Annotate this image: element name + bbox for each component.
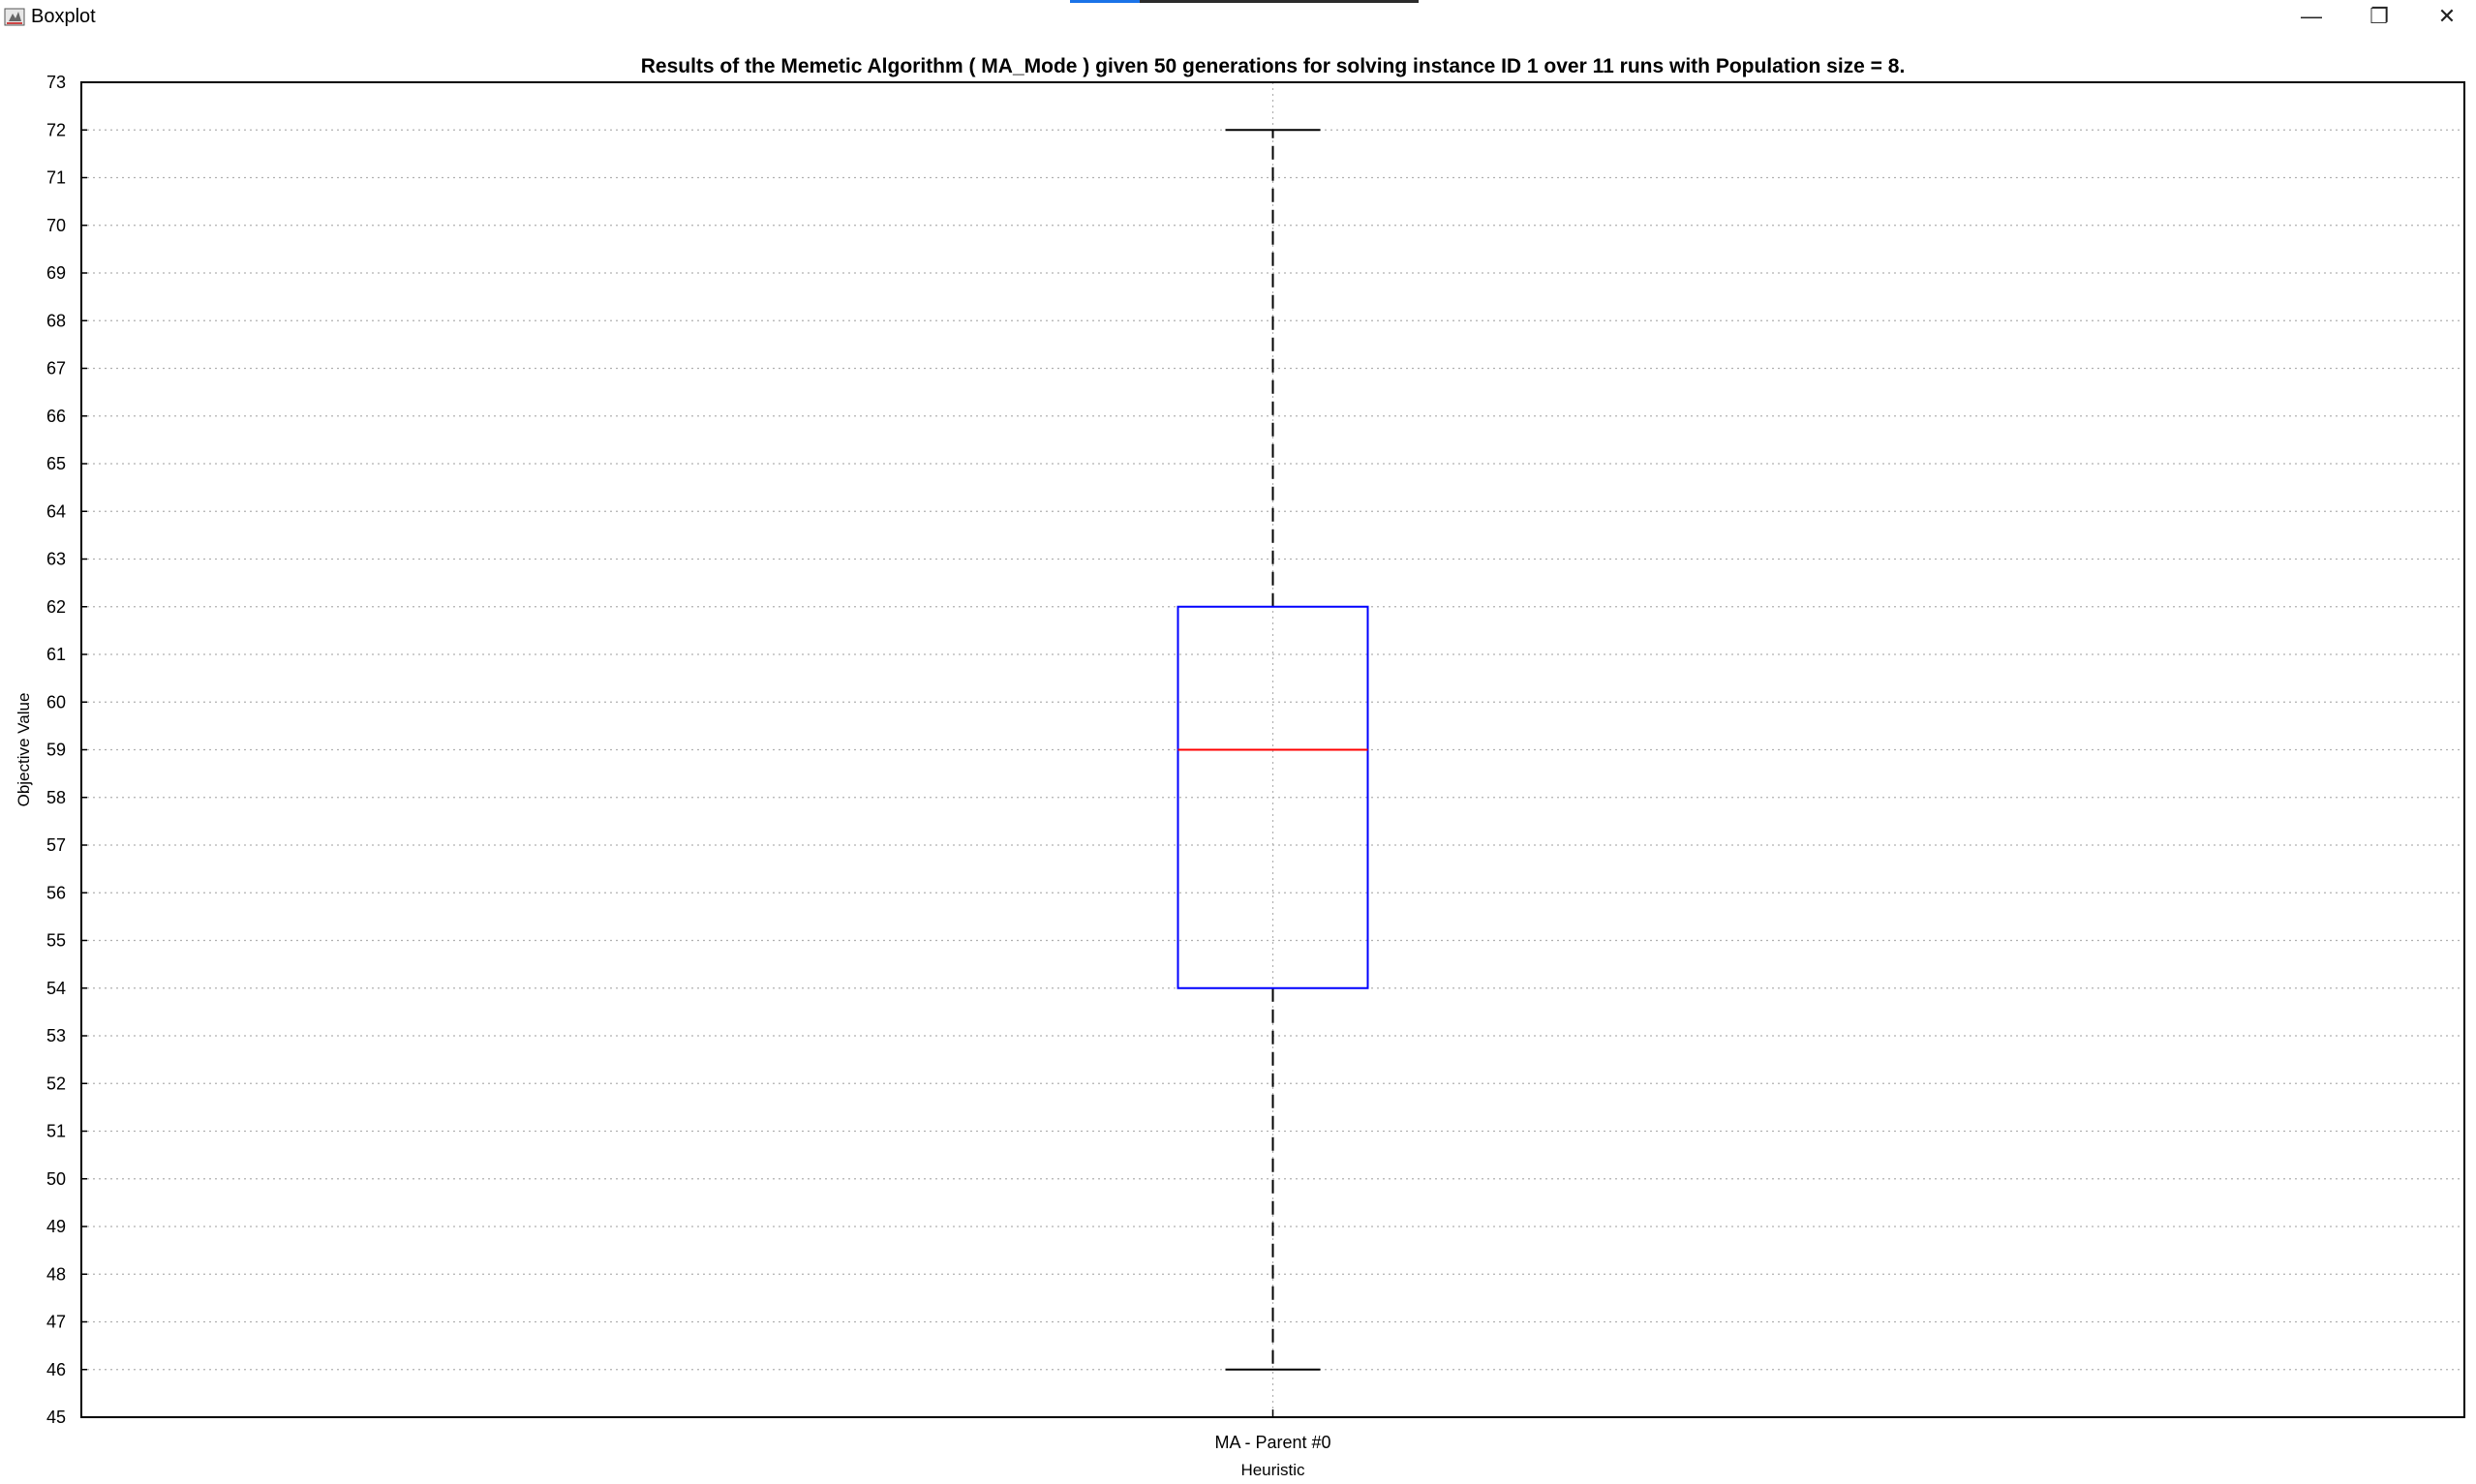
- window-title: Boxplot: [31, 6, 96, 27]
- y-tick-label: 59: [46, 741, 66, 760]
- y-axis-ticks: 45 46 47 48 49 50 51 52 53 54 55 56 57 58 59 60 61 62 63 64…: [46, 73, 87, 1427]
- y-tick-label: 57: [46, 835, 66, 855]
- y-tick-label: 62: [46, 597, 66, 617]
- y-tick-label: 66: [46, 407, 66, 426]
- iqr-box: [1177, 605, 1369, 989]
- y-tick-label: 46: [46, 1360, 66, 1379]
- y-axis-label: Objective Value: [15, 693, 33, 807]
- minimize-button[interactable]: —: [2277, 0, 2345, 33]
- y-tick-label: 70: [46, 216, 66, 235]
- java-app-icon: [4, 8, 25, 26]
- y-tick-label: 72: [46, 120, 66, 139]
- title-bar: Boxplot — ❐ ✕: [0, 0, 2476, 33]
- y-tick-label: 67: [46, 359, 66, 379]
- y-tick-label: 68: [46, 311, 66, 330]
- minimize-icon: —: [2301, 4, 2322, 28]
- taskbar-progress-fill: [1070, 0, 1140, 3]
- y-tick-label: 48: [46, 1264, 66, 1284]
- y-tick-label: 52: [46, 1074, 66, 1093]
- y-tick-label: 54: [46, 979, 66, 998]
- y-tick-label: 49: [46, 1217, 66, 1236]
- y-tick-label: 69: [46, 263, 66, 283]
- y-tick-label: 55: [46, 931, 66, 951]
- restore-icon: ❐: [2369, 4, 2389, 28]
- y-tick-label: 73: [46, 73, 66, 92]
- y-tick-label: 71: [46, 168, 66, 188]
- taskbar-progress-bar: [1070, 0, 1419, 3]
- y-tick-label: 53: [46, 1026, 66, 1045]
- chart-title: Results of the Memetic Algorithm ( MA_Mo…: [641, 55, 1906, 77]
- y-tick-label: 50: [46, 1169, 66, 1189]
- y-tick-label: 64: [46, 501, 66, 521]
- y-tick-label: 61: [46, 645, 66, 664]
- y-tick-label: 65: [46, 454, 66, 473]
- x-tick-label: MA - Parent #0: [1214, 1433, 1330, 1452]
- y-tick-label: 45: [46, 1408, 66, 1427]
- boxplot-chart: Results of the Memetic Algorithm ( MA_Mo…: [15, 55, 2465, 1479]
- y-tick-label: 51: [46, 1122, 66, 1141]
- x-axis-ticks: MA - Parent #0: [1214, 1409, 1331, 1452]
- y-tick-label: 47: [46, 1313, 66, 1332]
- restore-button[interactable]: ❐: [2345, 0, 2413, 33]
- y-tick-label: 58: [46, 788, 66, 807]
- y-tick-label: 60: [46, 692, 66, 712]
- boxes: [1177, 129, 1369, 1371]
- y-tick-label: 63: [46, 550, 66, 569]
- close-button[interactable]: ✕: [2413, 0, 2476, 33]
- x-axis-label: Heuristic: [1240, 1461, 1305, 1479]
- y-tick-label: 56: [46, 883, 66, 902]
- close-icon: ✕: [2437, 4, 2457, 28]
